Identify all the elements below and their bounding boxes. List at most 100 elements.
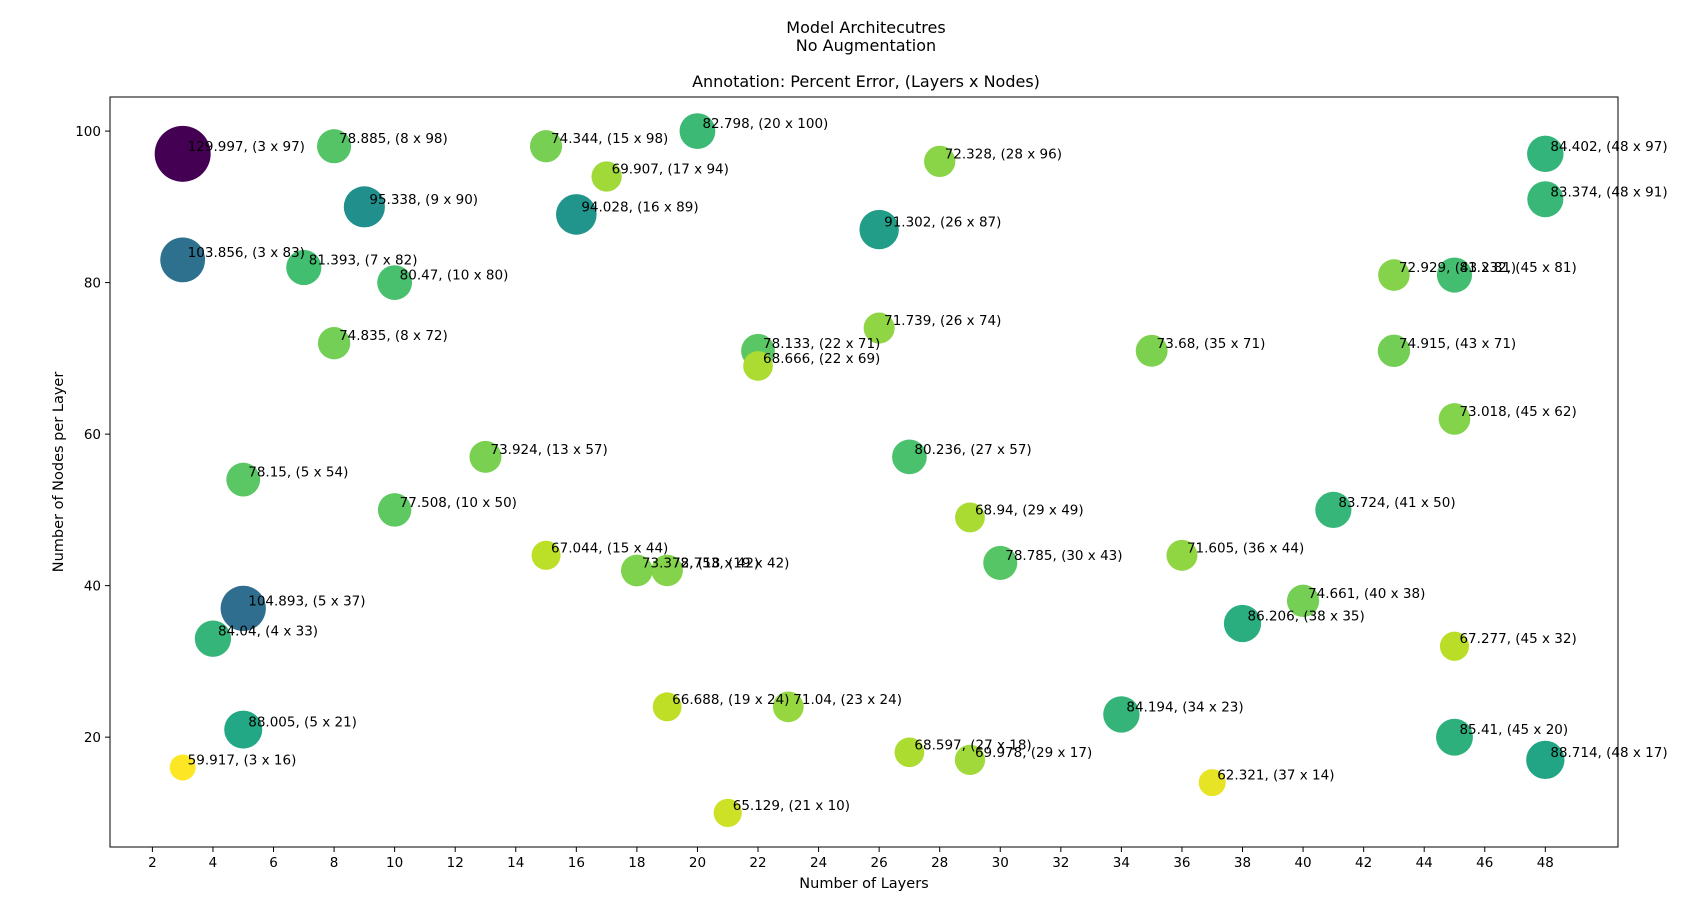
point-annotation: 80.47, (10 x 80) — [400, 268, 509, 284]
point-annotation: 74.661, (40 x 38) — [1308, 586, 1425, 602]
data-point — [377, 493, 412, 527]
point-annotation: 83.724, (41 x 50) — [1338, 495, 1455, 511]
x-tick-label: 28 — [931, 855, 948, 871]
data-point — [1378, 259, 1410, 291]
point-annotation: 62.321, (37 x 14) — [1217, 768, 1334, 784]
data-point — [1135, 334, 1168, 367]
data-point — [1439, 631, 1470, 661]
point-annotation: 78.15, (5 x 54) — [248, 465, 348, 481]
point-annotation: 88.714, (48 x 17) — [1550, 745, 1667, 761]
x-tick-label: 16 — [568, 855, 585, 871]
data-point — [1315, 491, 1352, 528]
data-point — [1436, 718, 1473, 756]
point-annotation: 77.508, (10 x 50) — [400, 495, 517, 511]
point-annotation: 83.374, (48 x 91) — [1550, 184, 1667, 200]
data-point — [892, 439, 927, 475]
data-point — [863, 312, 895, 344]
x-tick-label: 2 — [148, 855, 157, 871]
y-axis-label: Number of Nodes per Layer — [51, 372, 67, 573]
point-annotation: 85.41, (45 x 20) — [1459, 722, 1568, 738]
x-tick-label: 12 — [447, 855, 464, 871]
x-tick-label: 34 — [1113, 855, 1130, 871]
data-point — [317, 327, 351, 360]
x-tick-label: 32 — [1052, 855, 1069, 871]
data-point — [924, 145, 956, 178]
point-annotation: 129.997, (3 x 97) — [188, 139, 305, 155]
data-points — [154, 113, 1565, 828]
point-annotation: 74.835, (8 x 72) — [339, 328, 448, 344]
point-annotation: 73.68, (35 x 71) — [1157, 336, 1266, 352]
point-annotation: 72.753, (19 x 42) — [672, 555, 789, 571]
data-point — [224, 710, 263, 749]
data-point — [529, 130, 563, 163]
point-annotation: 73.924, (13 x 57) — [490, 442, 607, 458]
data-point — [1377, 334, 1411, 367]
point-annotation: 84.402, (48 x 97) — [1550, 139, 1667, 155]
data-point — [1438, 403, 1471, 435]
data-point — [679, 113, 716, 149]
y-tick-label: 80 — [84, 276, 101, 292]
data-point — [652, 692, 682, 722]
chart-title: Model Architecutres No Augmentation Anno… — [692, 18, 1040, 91]
x-tick-label: 46 — [1476, 855, 1493, 871]
y-tick-label: 100 — [75, 124, 101, 140]
point-annotation: 67.044, (15 x 44) — [551, 540, 668, 556]
data-point — [743, 351, 773, 381]
data-point — [343, 186, 385, 228]
x-tick-label: 30 — [992, 855, 1009, 871]
point-annotation: 91.302, (26 x 87) — [884, 215, 1001, 231]
x-tick-label: 22 — [749, 855, 766, 871]
data-point — [1526, 740, 1565, 780]
x-tick-label: 26 — [871, 855, 888, 871]
data-point — [169, 754, 196, 781]
point-annotation: 80.236, (27 x 57) — [914, 442, 1031, 458]
data-point — [651, 554, 683, 587]
data-point — [286, 249, 322, 286]
y-axis: 20 40 60 80 100 — [75, 124, 110, 746]
point-annotation: 69.978, (29 x 17) — [975, 745, 1092, 761]
x-tick-label: 4 — [209, 855, 218, 871]
point-annotation: 78.885, (8 x 98) — [339, 131, 448, 147]
y-tick-label: 20 — [84, 730, 101, 746]
x-tick-label: 24 — [810, 855, 827, 871]
y-tick-label: 60 — [84, 427, 101, 443]
point-annotation: 94.028, (16 x 89) — [581, 199, 698, 215]
y-tick-label: 40 — [84, 579, 101, 595]
plot-area-frame — [109, 96, 1619, 848]
title-line-4: Annotation: Percent Error, (Layers x Nod… — [692, 72, 1040, 91]
point-annotation: 73.378, (18 x 42) — [642, 555, 759, 571]
data-point — [469, 440, 502, 473]
point-annotation: 104.893, (5 x 37) — [248, 593, 365, 609]
x-tick-label: 42 — [1355, 855, 1372, 871]
data-point — [154, 125, 211, 182]
x-tick-label: 18 — [628, 855, 645, 871]
point-annotation: 73.018, (45 x 62) — [1459, 404, 1576, 420]
point-annotation: 66.688, (19 x 24) — [672, 692, 789, 708]
x-tick-label: 36 — [1173, 855, 1190, 871]
point-annotations: 129.997, (3 x 97) 78.885, (8 x 98) 74.344,… — [188, 116, 1668, 814]
point-annotation: 72.929, (43 x 81) — [1399, 260, 1516, 276]
data-point — [556, 194, 597, 235]
point-annotation: 82.798, (20 x 100) — [702, 116, 828, 132]
data-point — [1223, 604, 1262, 643]
title-line-1: Model Architecutres — [786, 18, 945, 37]
point-annotation: 72.328, (28 x 96) — [945, 146, 1062, 162]
data-point — [1198, 769, 1226, 797]
data-point — [772, 691, 804, 723]
data-point — [859, 209, 899, 250]
data-point — [1527, 181, 1564, 218]
point-annotation: 84.194, (34 x 23) — [1126, 699, 1243, 715]
point-annotation: 59.917, (3 x 16) — [188, 752, 297, 768]
title-line-2: No Augmentation — [796, 36, 936, 55]
point-annotation: 71.739, (26 x 74) — [884, 313, 1001, 329]
point-annotation: 68.666, (22 x 69) — [763, 351, 880, 367]
data-point — [591, 161, 622, 192]
data-point — [1436, 257, 1473, 293]
x-tick-label: 14 — [507, 855, 524, 871]
x-tick-label: 10 — [386, 855, 403, 871]
data-point — [955, 502, 985, 533]
data-point — [1286, 584, 1320, 617]
x-axis: 2 4 6 8 10 12 14 16 18 20 22 24 26 28 30 32 34 36 38 40 42 44… — [148, 847, 1554, 871]
